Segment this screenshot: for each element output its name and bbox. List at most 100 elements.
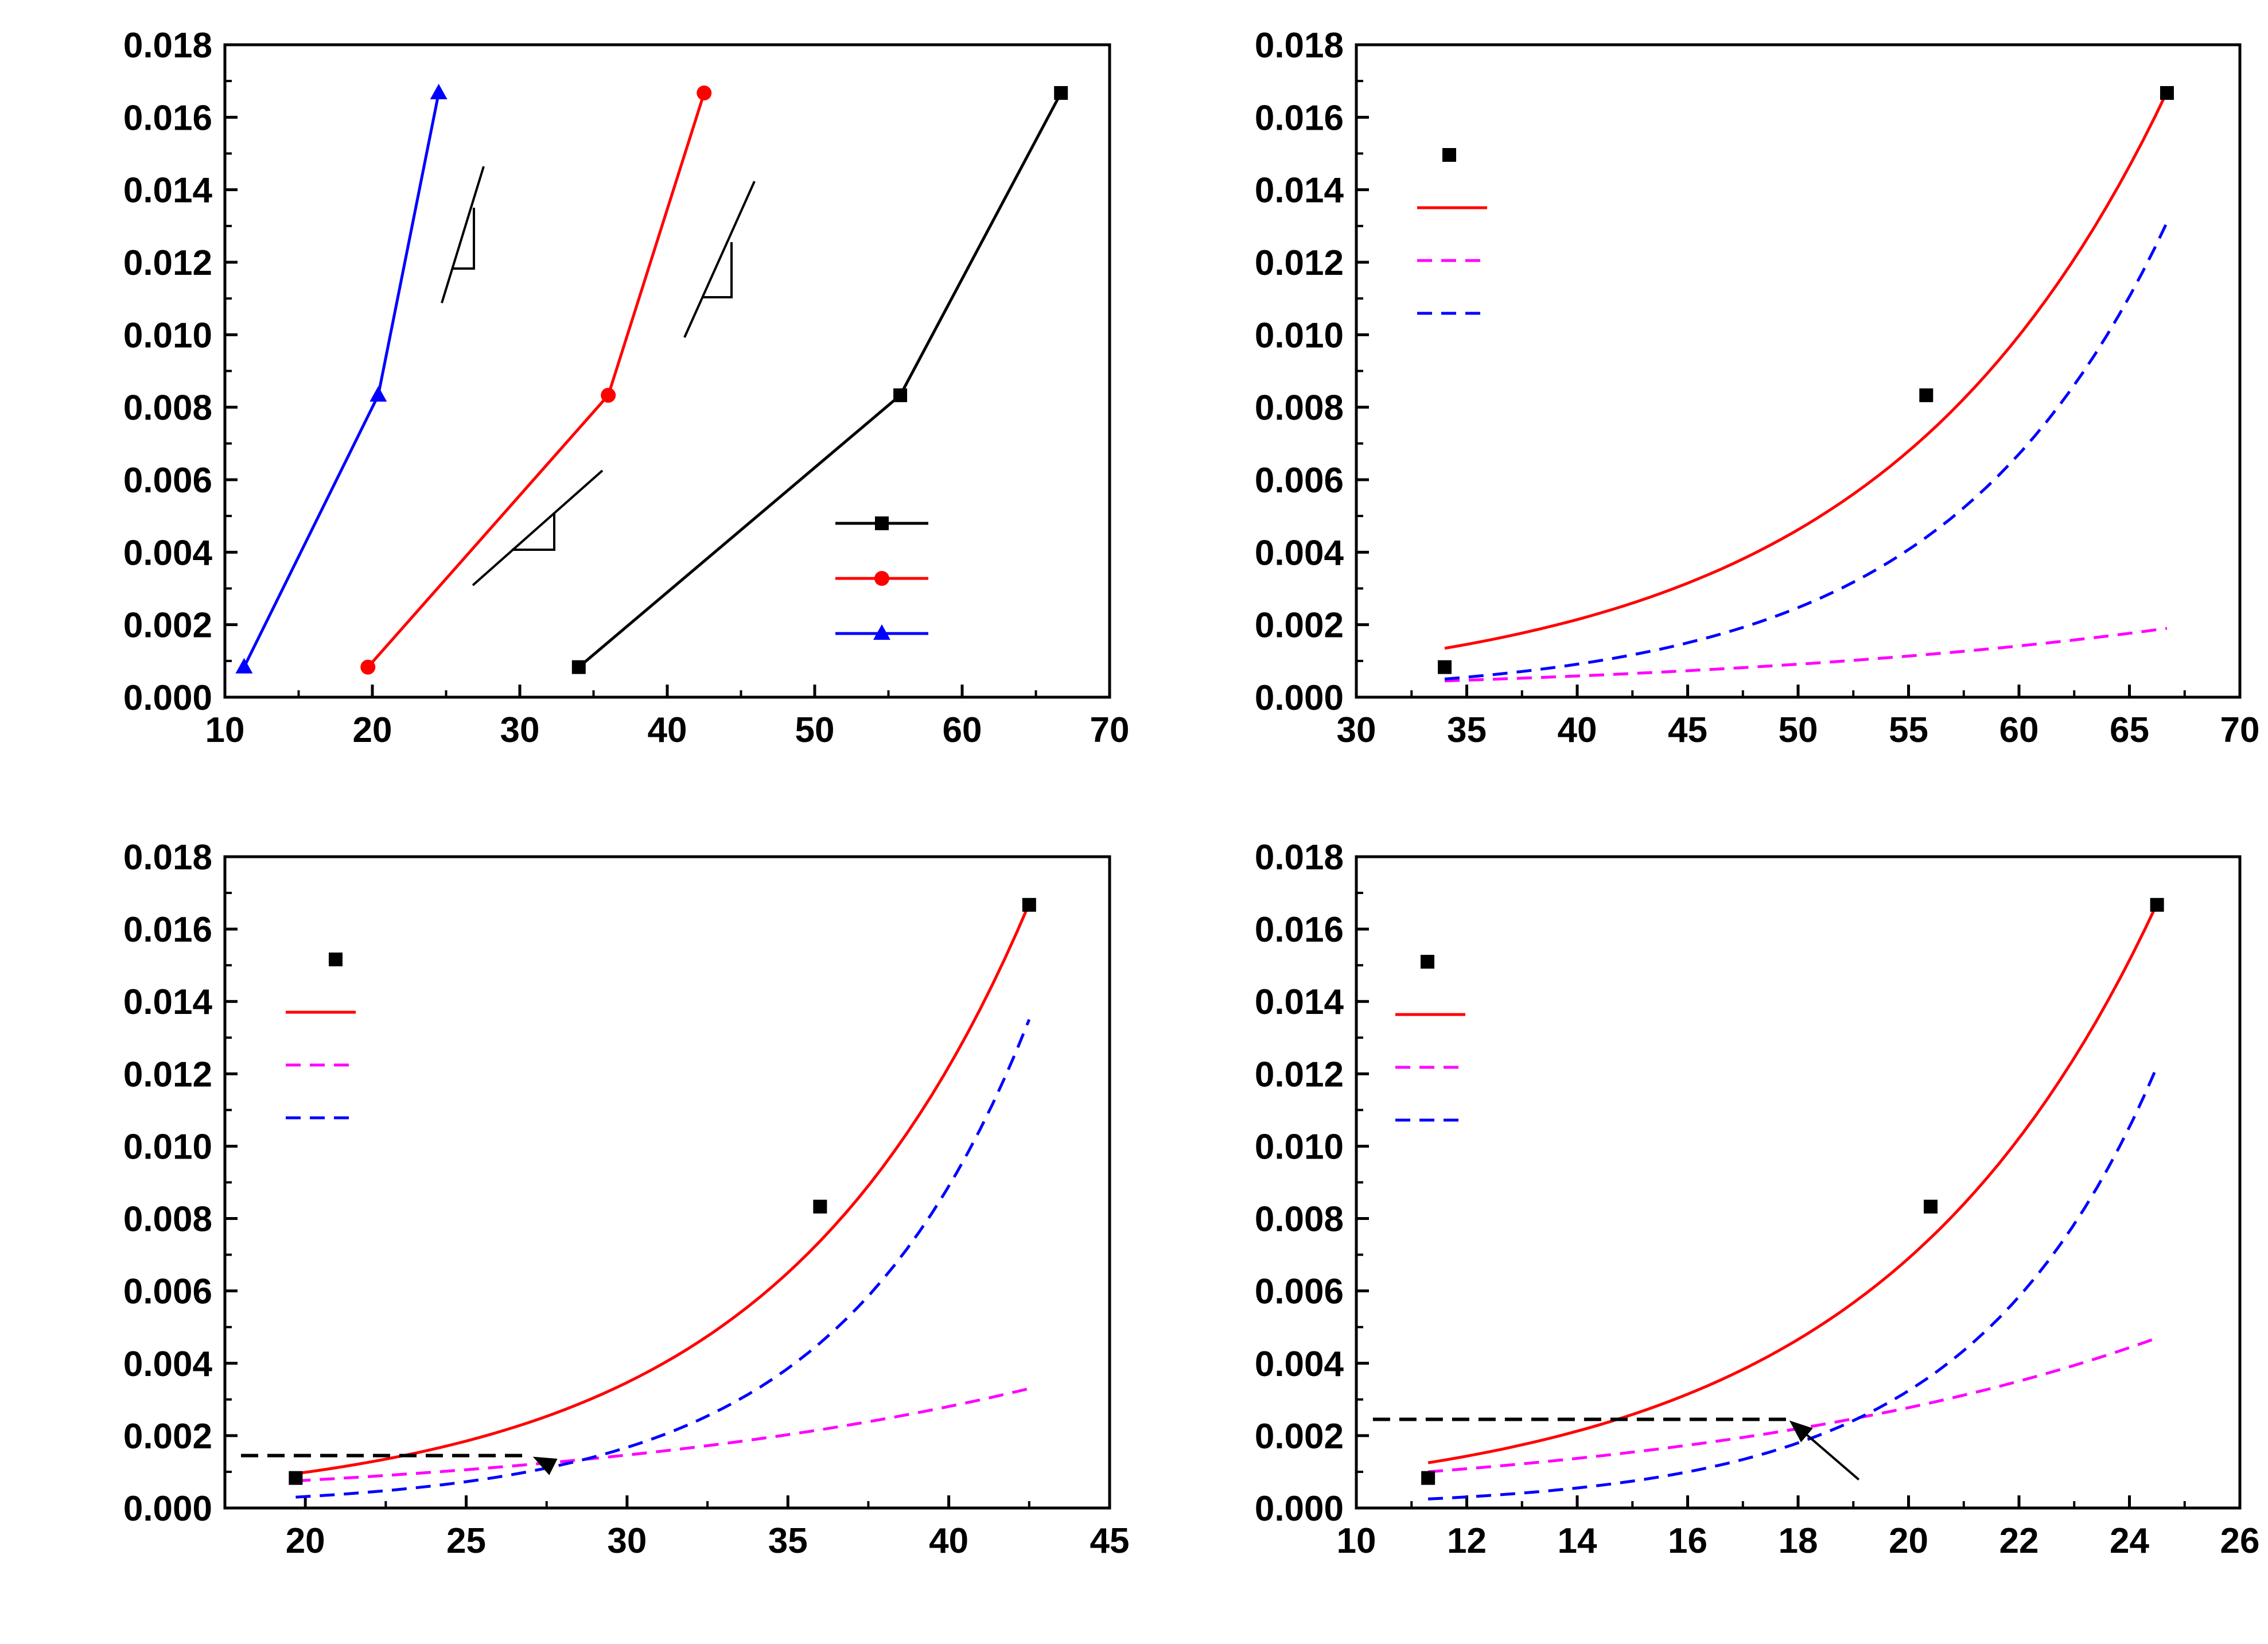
legend-marker — [1442, 148, 1456, 162]
gbs-curve — [1444, 627, 2168, 683]
y-tick-label: 0.014 — [1255, 171, 1344, 211]
panel-c: 20 25 30 35 40 45 0.000 0.002 0.004 0.006 0.008 0.0… — [123, 838, 1130, 1561]
y-tick-label: 0.014 — [1255, 982, 1344, 1022]
data-point-623K — [601, 387, 616, 403]
y-tick-label: 0.016 — [1255, 910, 1344, 950]
x-tick-label: 18 — [1779, 1521, 1818, 1561]
slope-line-n2 — [472, 469, 604, 586]
x-tick-label: 20 — [353, 710, 392, 750]
gbs-curve — [295, 1387, 1030, 1483]
y-tick-label: 0.010 — [123, 1127, 212, 1167]
x-tick-label: 55 — [1889, 710, 1928, 750]
y-tick-label: 0.004 — [123, 533, 213, 573]
x-tick-label: 60 — [943, 710, 982, 750]
x-tick-label: 65 — [2110, 710, 2149, 750]
data-point-673K — [430, 84, 448, 100]
measured-point — [1438, 660, 1452, 674]
y-tick-label: 0.000 — [1255, 678, 1344, 718]
data-point-623K — [360, 659, 376, 675]
x-tick-label: 10 — [205, 710, 245, 750]
plot-frame — [223, 43, 1111, 699]
fit-curve — [1444, 91, 2169, 650]
y-tick-label: 0.006 — [1255, 461, 1344, 500]
y-tick-label: 0.000 — [123, 1489, 212, 1529]
plot-frame — [223, 855, 1111, 1510]
y-tick-label: 0.006 — [123, 461, 212, 500]
x-tick-label: 70 — [1090, 710, 1130, 750]
x-tick-label: 35 — [768, 1521, 808, 1561]
y-tick-label: 0.016 — [123, 910, 212, 950]
x-tick-label: 25 — [446, 1521, 486, 1561]
data-point-573K — [893, 388, 908, 402]
panel-a: 10 20 30 40 50 60 70 0.000 0.002 0.004 0.006 0.008 0… — [123, 26, 1130, 750]
y-tick-label: 0.018 — [123, 838, 212, 877]
y-tick-label: 0.008 — [123, 1200, 212, 1239]
series-line-623K — [367, 92, 706, 669]
series-line-673K — [243, 92, 441, 668]
y-tick-label: 0.018 — [1255, 26, 1344, 65]
fit-curve — [1427, 903, 2158, 1464]
x-tick-label: 50 — [795, 710, 835, 750]
y-tick-label: 0.014 — [123, 982, 213, 1022]
x-tick-label: 35 — [1447, 710, 1487, 750]
x-tick-label: 45 — [1668, 710, 1707, 750]
x-tick-label: 40 — [648, 710, 687, 750]
dcc-curve — [1427, 1066, 2158, 1501]
y-tick-label: 0.010 — [1255, 316, 1344, 355]
measured-point — [2150, 897, 2164, 912]
y-tick-label: 0.000 — [123, 678, 212, 718]
y-tick-label: 0.002 — [123, 1417, 212, 1456]
x-tick-label: 40 — [929, 1521, 968, 1561]
x-tick-label: 70 — [2220, 710, 2260, 750]
plot-frame — [1355, 43, 2242, 699]
fit-curve — [295, 903, 1031, 1475]
y-tick-label: 0.008 — [123, 388, 212, 428]
y-tick-label: 0.018 — [123, 26, 212, 65]
y-tick-label: 0.010 — [1255, 1127, 1344, 1167]
x-tick-label: 20 — [286, 1521, 325, 1561]
plot-frame — [1355, 855, 2242, 1510]
y-tick-label: 0.012 — [123, 1055, 212, 1094]
measured-point — [2160, 86, 2174, 100]
panel-d: 10 12 14 16 18 20 22 24 26 0.000 0.002 0.004 0.006 0.… — [1255, 838, 2260, 1561]
y-tick-label: 0.014 — [123, 171, 213, 211]
dcc-curve — [1444, 221, 2169, 681]
x-tick-label: 26 — [2220, 1521, 2260, 1561]
x-tick-label: 30 — [607, 1521, 647, 1561]
data-point-573K — [571, 660, 586, 674]
y-tick-label: 0.002 — [123, 606, 212, 646]
slope-triangle-n5 — [703, 242, 733, 298]
x-tick-label: 30 — [500, 710, 540, 750]
y-tick-label: 0.004 — [123, 1344, 213, 1384]
x-tick-label: 16 — [1668, 1521, 1707, 1561]
x-tick-label: 24 — [2110, 1521, 2149, 1561]
y-tick-label: 0.010 — [123, 316, 212, 355]
measured-point — [1919, 388, 1934, 402]
y-tick-label: 0.016 — [1255, 98, 1344, 138]
x-tick-label: 12 — [1447, 1521, 1487, 1561]
slope-line-n7 — [441, 166, 485, 304]
legend-marker — [875, 516, 889, 530]
y-tick-label: 0.012 — [1255, 243, 1344, 283]
legend-marker — [329, 953, 343, 966]
y-tick-label: 0.004 — [1255, 1344, 1344, 1384]
data-point-573K — [1054, 86, 1068, 100]
y-tick-label: 0.000 — [1255, 1489, 1344, 1529]
slope-triangle-n2 — [512, 512, 555, 551]
legend-marker — [874, 571, 889, 586]
legend-marker — [873, 624, 890, 640]
y-tick-label: 0.008 — [1255, 1200, 1344, 1239]
y-tick-label: 0.006 — [1255, 1272, 1344, 1312]
measured-point — [1924, 1199, 1938, 1214]
y-tick-label: 0.012 — [1255, 1055, 1344, 1094]
data-point-623K — [697, 85, 712, 101]
series-line-573K — [578, 92, 1063, 669]
x-tick-label: 10 — [1337, 1521, 1376, 1561]
measured-point — [1421, 1471, 1436, 1485]
y-tick-label: 0.008 — [1255, 388, 1344, 428]
measured-point — [1022, 897, 1036, 912]
gbs-curve — [1427, 1336, 2158, 1474]
y-tick-label: 0.004 — [1255, 533, 1344, 573]
x-tick-label: 40 — [1558, 710, 1597, 750]
x-tick-label: 45 — [1090, 1521, 1130, 1561]
